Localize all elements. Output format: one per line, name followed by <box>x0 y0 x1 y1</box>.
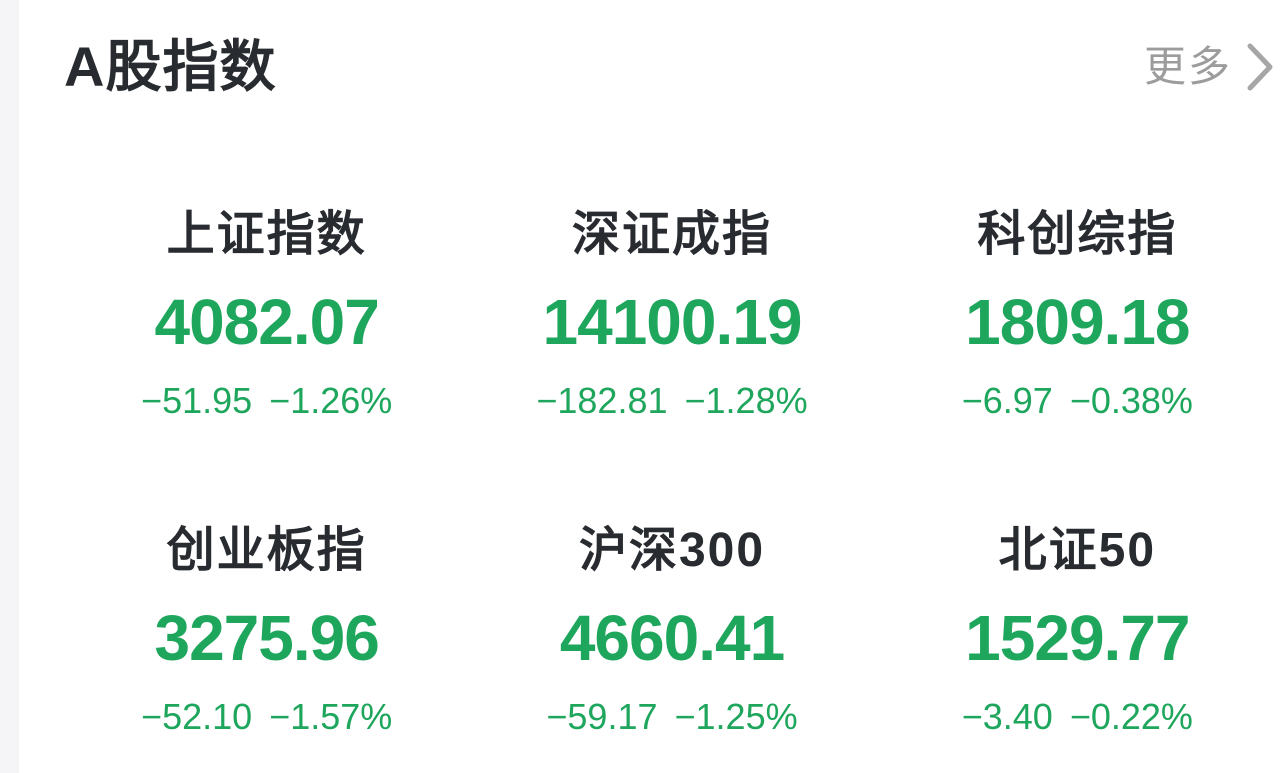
index-change-pct: −0.38% <box>1069 380 1193 421</box>
index-name: 北证50 <box>998 524 1157 577</box>
index-change-pct: −1.57% <box>269 696 393 737</box>
index-value: 14100.19 <box>542 286 803 358</box>
index-value: 4660.41 <box>559 602 785 674</box>
index-change: −6.97 <box>961 380 1053 421</box>
index-value: 1809.18 <box>965 286 1190 358</box>
index-change: −51.95 <box>141 380 253 421</box>
index-card-bse50[interactable]: 北证50 1529.77 −3.40 −0.22% <box>875 522 1280 738</box>
index-change-row: −182.81 −1.28% <box>469 379 874 422</box>
index-change: −59.17 <box>546 696 658 737</box>
index-change: −3.40 <box>961 696 1053 737</box>
index-value: 1529.77 <box>965 602 1190 674</box>
a-share-index-panel: A股指数 更多 上证指数 4082.07 −51.95 −1.26% 深证成指 … <box>19 0 1280 773</box>
more-link-label: 更多 <box>1143 43 1232 90</box>
index-value: 4082.07 <box>154 286 379 358</box>
index-change-row: −3.40 −0.22% <box>875 695 1280 738</box>
index-card-shenzhen-component[interactable]: 深证成指 14100.19 −182.81 −1.28% <box>469 206 874 422</box>
index-change-row: −59.17 −1.25% <box>469 695 874 738</box>
panel-header: A股指数 更多 <box>19 0 1280 100</box>
index-change-row: −51.95 −1.26% <box>64 379 469 422</box>
index-name: 深证成指 <box>571 208 772 261</box>
index-change-row: −52.10 −1.57% <box>64 695 469 738</box>
index-change-pct: −0.22% <box>1069 696 1193 737</box>
index-change: −182.81 <box>536 380 668 421</box>
index-change-pct: −1.25% <box>674 696 798 737</box>
index-name: 科创综指 <box>977 208 1178 261</box>
index-card-chinext[interactable]: 创业板指 3275.96 −52.10 −1.57% <box>64 522 469 738</box>
index-change-pct: −1.28% <box>684 380 808 421</box>
more-link[interactable]: 更多 <box>1144 42 1274 92</box>
index-card-shanghai-composite[interactable]: 上证指数 4082.07 −51.95 −1.26% <box>64 206 469 422</box>
index-name: 沪深300 <box>578 524 766 577</box>
index-change-pct: −1.26% <box>269 380 393 421</box>
page-title: A股指数 <box>64 35 277 98</box>
index-card-star-composite[interactable]: 科创综指 1809.18 −6.97 −0.38% <box>875 206 1280 422</box>
index-card-csi300[interactable]: 沪深300 4660.41 −59.17 −1.25% <box>469 522 874 738</box>
index-change-row: −6.97 −0.38% <box>875 379 1280 422</box>
index-grid: 上证指数 4082.07 −51.95 −1.26% 深证成指 14100.19… <box>64 206 1280 738</box>
index-change: −52.10 <box>141 696 253 737</box>
chevron-right-icon <box>1246 42 1274 92</box>
index-name: 上证指数 <box>166 208 367 261</box>
index-name: 创业板指 <box>166 524 367 577</box>
index-value: 3275.96 <box>154 602 379 674</box>
